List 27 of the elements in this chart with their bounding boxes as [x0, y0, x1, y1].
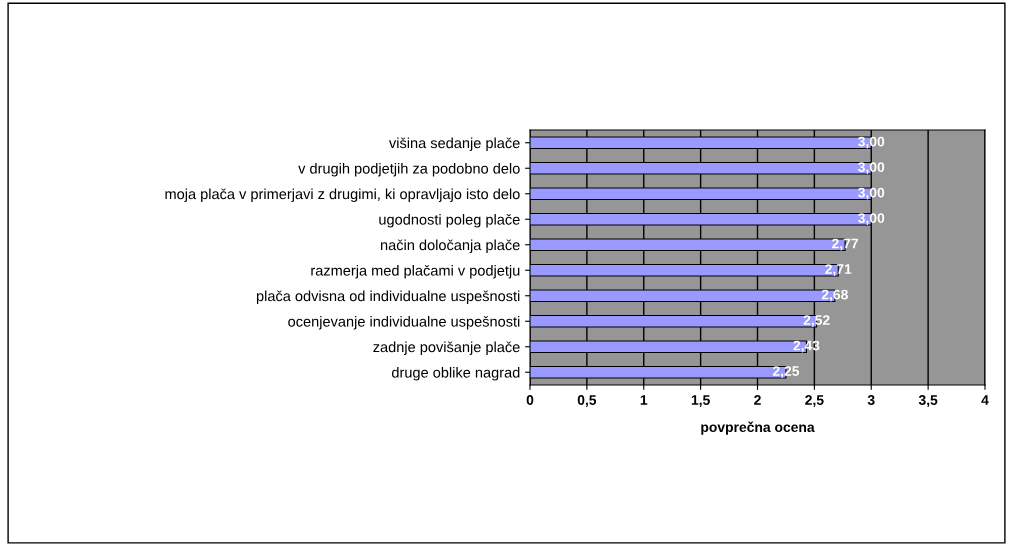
y-tick-label: ocenjevanje individualne uspešnosti	[288, 315, 520, 330]
y-tick-label: način določanja plače	[380, 239, 520, 254]
y-tick-label: druge oblike nagrad	[391, 366, 520, 381]
data-label: 2,52	[803, 315, 830, 327]
y-tick-label: zadnje povišanje plače	[373, 341, 520, 356]
data-label: 2,43	[793, 340, 820, 353]
x-tick-label: 3	[867, 395, 875, 405]
y-tick-label: moja plača v primerjavi z drugimi, ki opravljajo isto delo	[165, 188, 520, 203]
x-tick-label: 2	[754, 395, 761, 405]
x-tick-label: 2,5	[805, 395, 824, 407]
y-tick-label: višina sedanje plače	[389, 137, 520, 152]
x-tick-label: 1,5	[691, 395, 710, 407]
y-tick-label: v drugih podjetjih za podobno delo	[298, 162, 520, 177]
y-tick-label: plača odvisna od individualne uspešnosti	[256, 290, 520, 305]
data-label: 2,25	[772, 366, 800, 378]
data-label: 3,00	[858, 162, 885, 174]
x-tick-label: 4	[981, 395, 989, 405]
y-tick-label: ugodnosti poleg plače	[379, 213, 520, 228]
data-label: 2,77	[832, 238, 858, 251]
x-axis-title: povprečna ocena	[701, 421, 815, 435]
x-tick-label: 3,5	[918, 395, 938, 407]
data-label: 2,68	[821, 289, 848, 302]
data-label: 3,00	[858, 213, 885, 225]
x-tick-label: 1	[640, 395, 648, 405]
x-tick-label: 0,5	[577, 395, 597, 407]
y-tick-label: razmerja med plačami v podjetju	[311, 264, 520, 279]
x-tick-label: 0	[526, 395, 534, 405]
